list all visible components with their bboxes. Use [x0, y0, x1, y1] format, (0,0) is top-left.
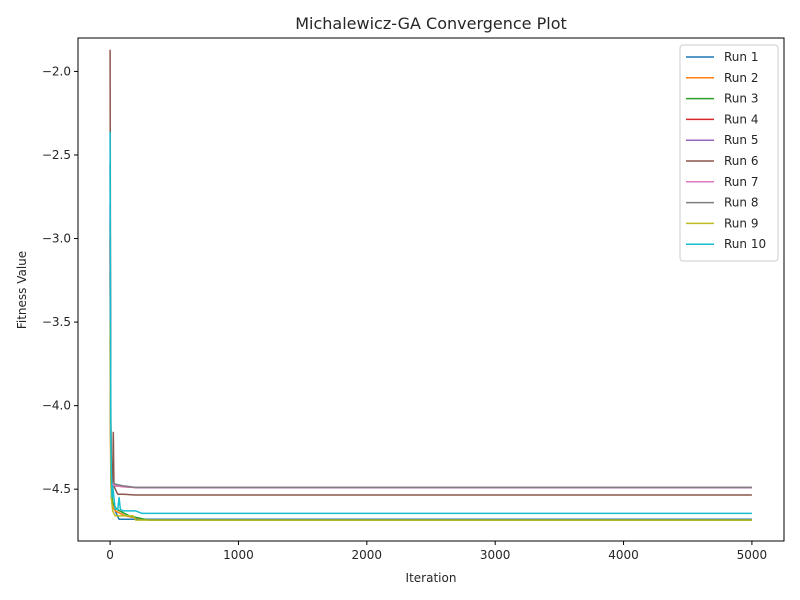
x-tick-label: 4000 [608, 548, 639, 562]
legend-label-run-4: Run 4 [724, 112, 758, 126]
x-tick-label: 0 [106, 548, 114, 562]
chart-title: Michalewicz-GA Convergence Plot [295, 14, 567, 33]
x-axis-label: Iteration [406, 571, 457, 585]
y-tick-label: −3.5 [42, 315, 71, 329]
legend: Run 1 Run 2 Run 3 Run 4 Run 5 Run 6 Run 7 Run 8… [679, 44, 779, 262]
x-tick-label: 1000 [223, 548, 254, 562]
y-tick-label: −4.5 [42, 482, 71, 496]
x-tick-label: 2000 [352, 548, 383, 562]
y-axis-ticks: −4.5 −4.0 −3.5 −3.0 −2.5 −2.0 [42, 64, 78, 496]
legend-label-run-3: Run 3 [724, 92, 758, 106]
legend-label-run-6: Run 6 [724, 154, 758, 168]
legend-label-run-8: Run 8 [724, 196, 758, 210]
legend-label-run-1: Run 1 [724, 50, 758, 64]
x-tick-label: 3000 [480, 548, 511, 562]
y-tick-label: −3.0 [42, 232, 71, 246]
y-tick-label: −4.0 [42, 399, 71, 413]
legend-label-run-10: Run 10 [724, 237, 766, 251]
y-tick-label: −2.0 [42, 64, 71, 78]
plot-area-frame [77, 37, 785, 542]
x-axis-ticks: 0 1000 2000 3000 4000 5000 [106, 541, 767, 562]
legend-label-run-5: Run 5 [724, 133, 758, 147]
y-axis-label: Fitness Value [15, 251, 29, 329]
series-line-run-10 [109, 131, 752, 515]
x-tick-label: 5000 [737, 548, 768, 562]
legend-label-run-9: Run 9 [724, 216, 758, 230]
legend-label-run-2: Run 2 [724, 71, 758, 85]
series-lines [109, 49, 752, 521]
y-tick-label: −2.5 [42, 148, 71, 162]
legend-label-run-7: Run 7 [724, 175, 758, 189]
